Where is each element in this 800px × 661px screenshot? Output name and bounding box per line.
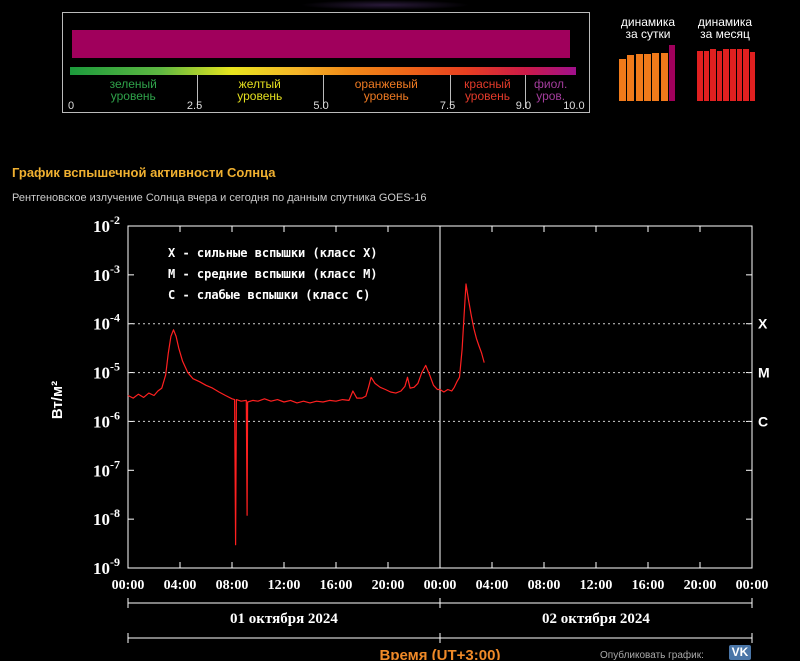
- y-axis-label: Вт/м²: [49, 381, 66, 419]
- month-dynamics-bar: [743, 49, 749, 101]
- activity-level-bar: [72, 30, 570, 58]
- flux-line: [127, 283, 485, 546]
- level-label: красный уровень: [464, 77, 511, 103]
- publish-label: Опубликовать график:: [600, 650, 704, 661]
- month-dynamics-bar: [723, 49, 729, 101]
- scale-tick-label: 7.5: [439, 100, 456, 112]
- level-label: оранжевый уровень: [354, 77, 418, 103]
- month-dynamics-bar: [703, 50, 710, 101]
- x-tick-label: 12:00: [268, 578, 301, 593]
- y-tick-label: 10-3: [93, 262, 120, 285]
- level-separator: [449, 75, 451, 108]
- level-separator: [525, 75, 527, 108]
- x-tick-label: 16:00: [320, 578, 353, 593]
- class-label: C: [758, 413, 768, 429]
- scale-tick-label: 2.5: [186, 100, 203, 112]
- legend-entry: C - слабые вспышки (класс C): [168, 288, 370, 302]
- x-tick-label: 00:00: [424, 578, 457, 593]
- x-tick-label: 04:00: [476, 578, 509, 593]
- level-label: фиол. уров.: [534, 77, 568, 103]
- month-dynamics-bar: [716, 50, 723, 101]
- month-dynamics-bar: [749, 51, 756, 101]
- day-dynamics-bar: [643, 53, 651, 101]
- level-separator: [323, 75, 324, 108]
- x-tick-label: 20:00: [684, 578, 717, 593]
- x-tick-label: 20:00: [372, 578, 405, 593]
- month-dynamics-bar: [736, 49, 743, 101]
- x-tick-label: 04:00: [164, 578, 197, 593]
- activity-gradient-bar: [70, 67, 576, 75]
- x-axis-label: Время (UT+3:00): [380, 647, 501, 660]
- day-label: 02 октября 2024: [542, 611, 650, 627]
- level-label: зеленый уровень: [109, 77, 157, 103]
- day-label: 01 октября 2024: [230, 611, 338, 627]
- x-tick-label: 00:00: [736, 578, 769, 593]
- month-dynamics-title: динамика за месяц: [697, 15, 753, 41]
- x-tick-label: 12:00: [580, 578, 613, 593]
- y-tick-label: 10-4: [93, 311, 120, 334]
- background-glow: [300, 0, 470, 10]
- day-dynamics-title: динамика за сутки: [620, 15, 676, 41]
- day-dynamics-bar: [668, 45, 675, 101]
- month-dynamics-bar: [697, 50, 703, 101]
- chart-title: График вспышечной активности Солнца: [12, 165, 276, 180]
- month-dynamics-bar: [710, 49, 716, 101]
- chart-subtitle: Рентгеновское излучение Солнца вчера и с…: [12, 192, 427, 204]
- y-tick-label: 10-5: [93, 360, 120, 383]
- y-tick-label: 10-7: [93, 457, 120, 480]
- class-label: M: [758, 365, 770, 381]
- day-dynamics-bar: [660, 52, 668, 101]
- y-tick-label: 10-6: [93, 408, 120, 431]
- scale-tick-label: 5.0: [313, 100, 329, 112]
- day-dynamics-bar: [635, 53, 643, 101]
- x-tick-label: 00:00: [112, 578, 145, 593]
- y-tick-label: 10-2: [93, 213, 120, 236]
- x-tick-label: 16:00: [632, 578, 665, 593]
- x-tick-label: 08:00: [216, 578, 249, 593]
- legend-entry: X - сильные вспышки (класс X): [168, 246, 378, 260]
- legend-entry: M - средние вспышки (класс M): [168, 267, 378, 281]
- day-dynamics-bar: [627, 55, 635, 101]
- day-dynamics-bar: [619, 59, 626, 101]
- scale-tick-label: 10.0: [563, 100, 585, 112]
- activity-scale-frame: [62, 12, 590, 113]
- y-tick-label: 10-9: [93, 555, 120, 578]
- x-tick-label: 08:00: [528, 578, 561, 593]
- level-label: желтый уровень: [237, 77, 283, 103]
- day-dynamics-bar: [652, 53, 660, 101]
- scale-tick-label: 9.0: [515, 100, 532, 112]
- level-separator: [196, 75, 198, 108]
- class-label: X: [758, 316, 768, 332]
- month-dynamics-bar: [730, 49, 736, 101]
- scale-tick-label: 0: [68, 100, 75, 112]
- y-tick-label: 10-8: [93, 506, 120, 529]
- vk-share-button[interactable]: VK: [729, 645, 751, 660]
